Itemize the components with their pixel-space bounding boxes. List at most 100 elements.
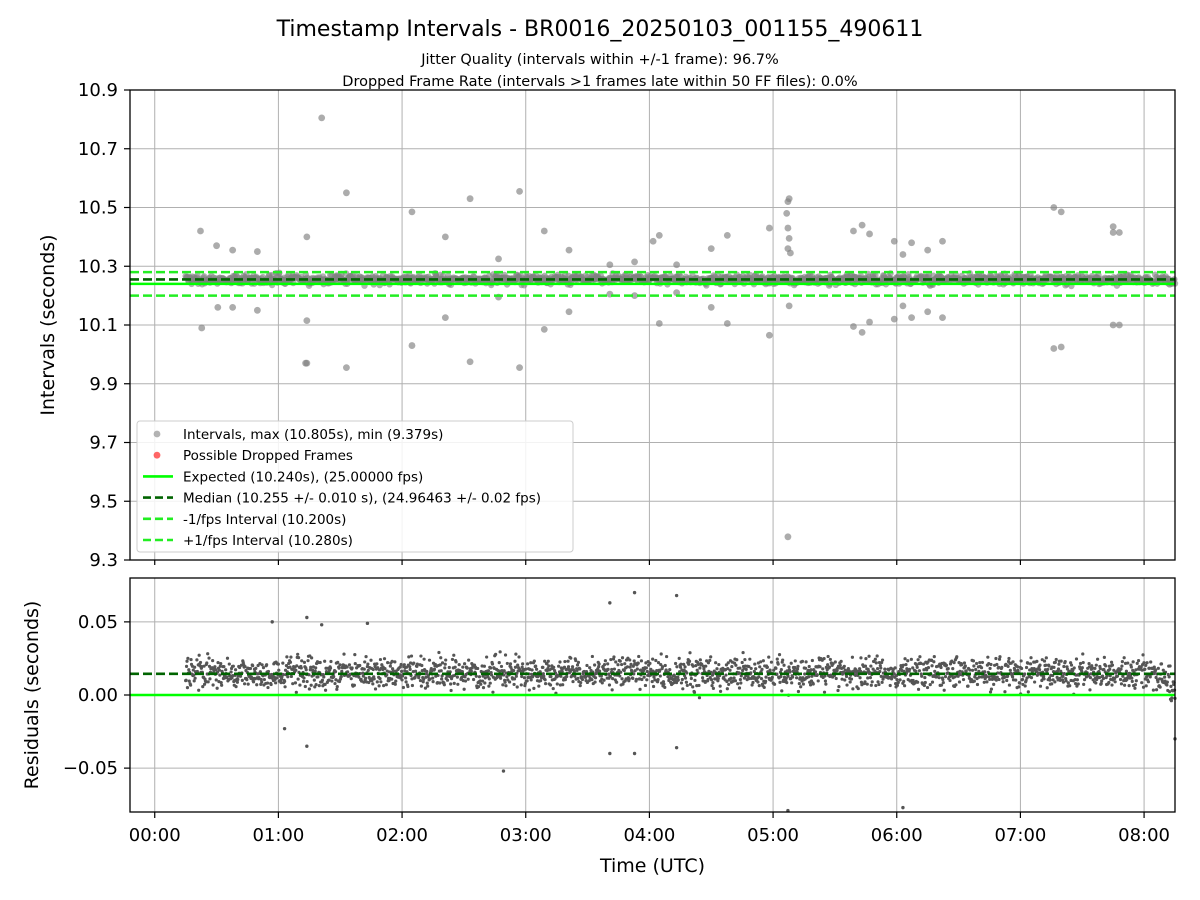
residual-point: [906, 659, 910, 663]
residual-point: [839, 659, 843, 663]
residual-point: [220, 683, 224, 687]
residual-point: [452, 653, 456, 657]
residual-point: [997, 665, 1001, 669]
residual-point: [362, 680, 366, 684]
residual-point: [1118, 677, 1123, 682]
residual-point: [330, 679, 334, 683]
residual-point: [294, 668, 298, 672]
residual-point: [629, 662, 633, 666]
residual-point: [431, 679, 435, 684]
residual-point: [304, 668, 308, 672]
legend-marker-intervals: [153, 430, 161, 438]
residual-point: [738, 677, 742, 682]
interval-outlier-point: [1115, 229, 1123, 236]
residual-point: [1048, 678, 1052, 682]
residual-point: [1054, 657, 1058, 662]
residual-point: [1072, 666, 1076, 670]
residual-point: [607, 683, 612, 687]
residual-point: [418, 678, 423, 683]
residual-point: [211, 659, 215, 663]
residual-point: [776, 662, 780, 666]
residual-point: [916, 687, 921, 691]
residual-outlier-point: [608, 751, 612, 756]
residual-point: [490, 662, 495, 666]
legend-marker-dropped: [153, 451, 161, 459]
y-tick-label-top: 10.1: [78, 315, 118, 336]
residual-point: [706, 677, 710, 682]
residual-point: [648, 661, 652, 665]
residual-point: [1142, 661, 1146, 665]
residual-point: [549, 674, 553, 679]
residual-point: [987, 675, 991, 679]
residual-point: [305, 679, 309, 684]
residual-point: [923, 675, 927, 680]
residual-point: [1119, 682, 1124, 686]
residual-point: [447, 665, 451, 670]
residual-point: [421, 680, 425, 684]
residual-point: [590, 678, 594, 682]
residual-point: [795, 667, 800, 671]
residual-point: [997, 677, 1001, 682]
residual-point: [863, 680, 867, 684]
residual-point: [442, 683, 446, 687]
residual-point: [545, 662, 549, 666]
residual-point: [432, 667, 437, 671]
residual-point: [439, 656, 443, 660]
residual-point: [437, 650, 441, 655]
interval-outlier-point: [408, 342, 416, 349]
residual-point: [1169, 699, 1174, 703]
residual-point: [1062, 664, 1066, 669]
residual-point: [1087, 661, 1091, 666]
residual-point: [333, 681, 337, 686]
residual-point: [488, 681, 492, 685]
residual-point: [623, 662, 627, 666]
residual-point: [700, 676, 705, 680]
residual-point: [614, 660, 618, 664]
residual-point: [407, 655, 411, 659]
residual-point: [637, 654, 641, 659]
residual-point: [269, 682, 273, 687]
residual-point: [1130, 679, 1134, 683]
residual-point: [1047, 664, 1051, 668]
residual-point: [516, 663, 520, 667]
residual-point: [187, 668, 191, 672]
residual-point: [608, 674, 612, 678]
residual-point: [658, 674, 662, 678]
residual-point: [729, 676, 733, 680]
residual-point: [288, 660, 293, 664]
residual-point: [1081, 660, 1085, 665]
residual-point: [274, 681, 278, 685]
residual-point: [717, 662, 721, 667]
residual-point: [379, 680, 383, 684]
residual-point: [985, 680, 989, 684]
residual-point: [347, 663, 352, 667]
residual-point: [539, 679, 543, 683]
residual-point: [427, 658, 432, 662]
residual-point: [636, 661, 640, 665]
residual-point: [240, 678, 244, 682]
residual-point: [566, 665, 571, 669]
residual-point: [733, 679, 738, 683]
interval-outlier-point: [1109, 321, 1117, 329]
residual-point: [744, 667, 748, 671]
residual-point: [213, 665, 217, 669]
residual-point: [452, 681, 456, 685]
residual-point: [266, 685, 270, 690]
residual-point: [345, 665, 349, 669]
residual-point: [469, 669, 473, 673]
residual-point: [1002, 675, 1007, 679]
interval-outlier-point: [707, 303, 715, 311]
residual-point: [218, 664, 222, 668]
residual-point: [552, 665, 556, 669]
residual-point: [896, 680, 900, 685]
residual-point: [1059, 659, 1063, 663]
x-tick-label: 03:00: [500, 825, 552, 846]
chart-title: Timestamp Intervals - BR0016_20250103_00…: [276, 17, 924, 42]
interval-outlier-point: [866, 318, 873, 326]
residual-outlier-point: [305, 615, 309, 620]
residual-point: [1152, 665, 1156, 669]
residual-point: [864, 656, 868, 661]
residual-point: [462, 662, 467, 666]
residual-point: [994, 678, 998, 682]
residual-point: [816, 679, 820, 683]
